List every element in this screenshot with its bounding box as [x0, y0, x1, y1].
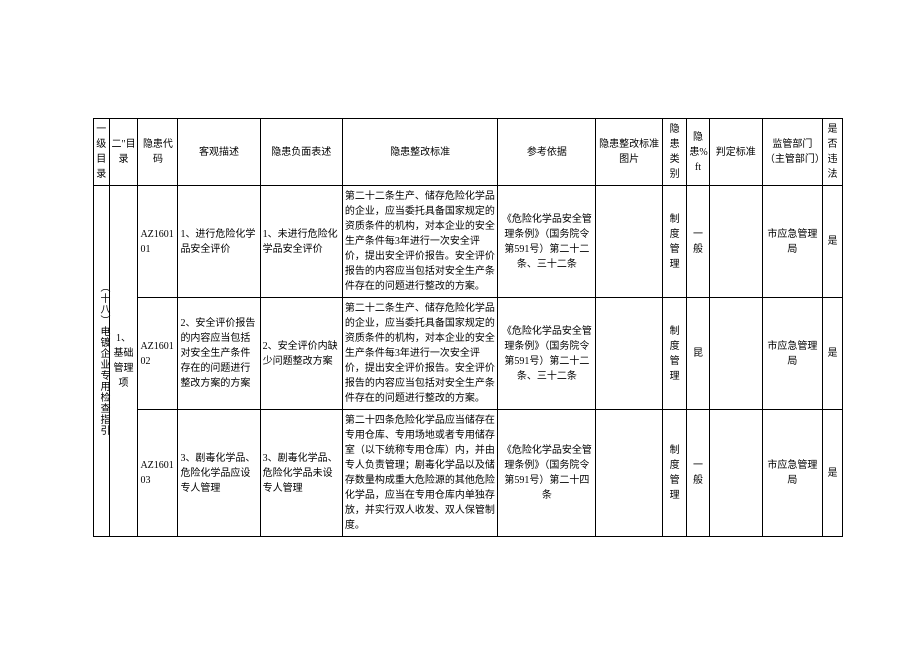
cell-ref: 《危险化学品安全管理条例》（国务院令第591号）第二十二条、三十二条	[498, 186, 596, 298]
hdr-dept: 监管部门（主管部门）	[762, 119, 822, 186]
hdr-neg: 隐患负面表述	[260, 119, 342, 186]
hdr-l1: 一级目录	[94, 119, 110, 186]
hdr-code: 隐患代码	[138, 119, 178, 186]
table-row: （十八）电镀企业专用检查指引 1、基础管理项 AZ160101 1、进行危险化学…	[94, 186, 843, 298]
cell-desc: 3、剧毒化学品、危险化学品应设专人管理	[178, 410, 260, 537]
cell-lvl: 一般	[687, 186, 709, 298]
table-row: AZ160102 2、安全评价报告的内容应当包括对安全生产条件存在的问题进行整改…	[94, 298, 843, 410]
cell-std: 第二十四条危险化学品应当储存在专用仓库、专用场地或者专用储存室（以下统称专用仓库…	[342, 410, 498, 537]
cell-code: AZ160102	[138, 298, 178, 410]
cell-ref: 《危险化学品安全管理条例》（国务院令第591号）第二十四条	[498, 410, 596, 537]
cell-img	[596, 186, 663, 298]
cell-code: AZ160103	[138, 410, 178, 537]
hdr-std: 隐患整改标准	[342, 119, 498, 186]
cell-neg: 1、未进行危险化学品安全评价	[260, 186, 342, 298]
hdr-crit: 判定标准	[709, 119, 762, 186]
cell-lvl: 昆	[687, 298, 709, 410]
cell-law: 是	[822, 298, 842, 410]
cell-cat: 制 度管理	[662, 186, 686, 298]
cell-dept: 市应急管理局	[762, 186, 822, 298]
hdr-img: 隐患整改标准图片	[596, 119, 663, 186]
cell-std: 第二十二条生产、储存危险化学品的企业，应当委托具备国家规定的资质条件的机构，对本…	[342, 186, 498, 298]
cell-std: 第二十二条生产、储存危险化学品的企业，应当委托具备国家规定的资质条件的机构，对本…	[342, 298, 498, 410]
hdr-law: 是否违法	[822, 119, 842, 186]
cell-crit	[709, 410, 762, 537]
cell-desc: 2、安全评价报告的内容应当包括对安全生产条件存在的问题进行整改方案的方案	[178, 298, 260, 410]
hdr-lvl: 隐患%ft	[687, 119, 709, 186]
cell-cat: 制 度管理	[662, 410, 686, 537]
cell-law: 是	[822, 410, 842, 537]
cell-crit	[709, 186, 762, 298]
hdr-ref: 参考依据	[498, 119, 596, 186]
cell-desc: 1、进行危险化学品安全评价	[178, 186, 260, 298]
hdr-l2: 二"目录	[109, 119, 138, 186]
table-row: AZ160103 3、剧毒化学品、危险化学品应设专人管理 3、剧毒化学品、危险化…	[94, 410, 843, 537]
cell-law: 是	[822, 186, 842, 298]
cell-cat: 制 度管理	[662, 298, 686, 410]
cell-neg: 2、安全评价内缺少问题整改方案	[260, 298, 342, 410]
cell-l1: （十八）电镀企业专用检查指引	[94, 186, 110, 537]
hdr-cat: 隐患类别	[662, 119, 686, 186]
cell-neg: 3、剧毒化学品、危险化学品未设专人管理	[260, 410, 342, 537]
header-row: 一级目录 二"目录 隐患代码 客观描述 隐患负面表述 隐患整改标准 参考依据 隐…	[94, 119, 843, 186]
cell-code: AZ160101	[138, 186, 178, 298]
hdr-desc: 客观描述	[178, 119, 260, 186]
cell-img	[596, 410, 663, 537]
cell-crit	[709, 298, 762, 410]
cell-img	[596, 298, 663, 410]
cell-lvl: 一般	[687, 410, 709, 537]
cell-dept: 市应急管理局	[762, 410, 822, 537]
cell-ref: 《危险化学品安全管理条例》（国务院令第591号）第二十二条、三十二条	[498, 298, 596, 410]
inspection-table: 一级目录 二"目录 隐患代码 客观描述 隐患负面表述 隐患整改标准 参考依据 隐…	[93, 118, 843, 537]
cell-l2: 1、基础管理项	[109, 186, 138, 537]
cell-dept: 市应急管理局	[762, 298, 822, 410]
